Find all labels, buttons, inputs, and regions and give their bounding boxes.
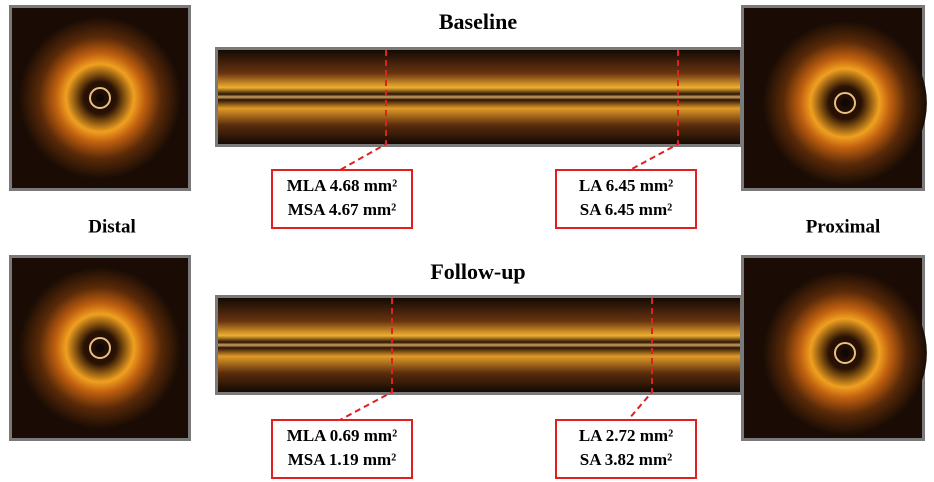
annotation-text: SA 6.45 mm² [580,200,672,219]
panel-title: Baseline [439,9,517,34]
strip-image [218,50,740,144]
strip-image [218,298,740,392]
annotation-text: MSA 1.19 mm² [288,450,397,469]
side-label: Proximal [806,216,881,237]
oct-catheter-core [96,344,104,352]
annotation-text: LA 6.45 mm² [579,176,673,195]
annotation-text: SA 3.82 mm² [580,450,672,469]
panel-title: Follow-up [430,259,525,284]
annotation-text: LA 2.72 mm² [579,426,673,445]
side-label: Distal [88,216,136,237]
oct-catheter-core [96,94,104,102]
annotation-text: MLA 0.69 mm² [287,426,397,445]
oct-catheter-core [841,349,849,357]
annotation-text: MSA 4.67 mm² [288,200,397,219]
oct-catheter-core [841,99,849,107]
annotation-text: MLA 4.68 mm² [287,176,397,195]
figure: Baseline MLA 4.68 mm² MSA 4.67 mm² LA 6.45 … [0,0,934,482]
